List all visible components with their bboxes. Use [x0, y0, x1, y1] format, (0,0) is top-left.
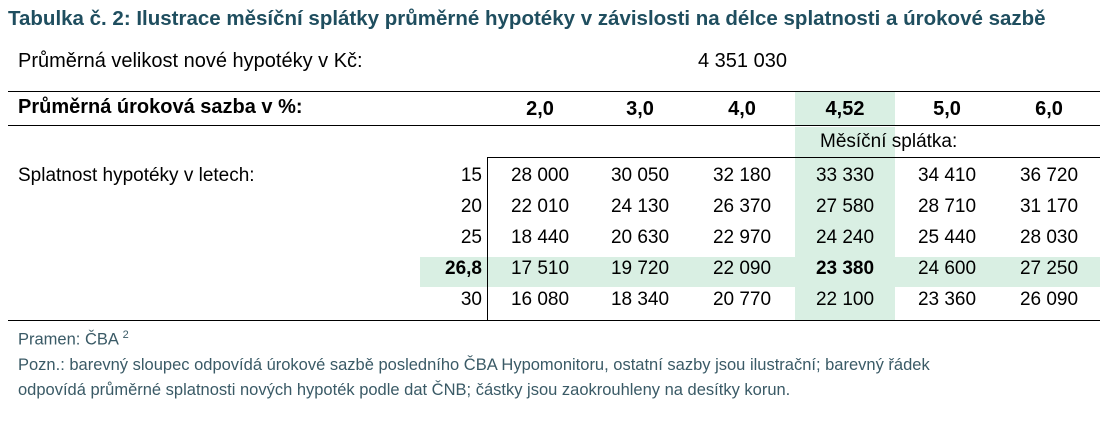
rule-grid-top — [487, 157, 1100, 158]
payment-cell: 20 770 — [712, 289, 772, 310]
rate-cell: 6,0 — [1035, 98, 1063, 120]
term-cell: 26,8 — [445, 258, 482, 279]
rule-bottom — [8, 320, 1100, 321]
payment-cell: 19 720 — [610, 258, 670, 279]
payment-cell: 28 710 — [917, 196, 977, 217]
payment-cell: 23 380 — [815, 258, 875, 279]
payment-cell: 22 010 — [510, 196, 570, 217]
source-text: Pramen: ČBA — [18, 330, 118, 349]
rule-mid — [8, 125, 1100, 126]
payment-cell: 18 440 — [510, 227, 570, 248]
term-label: Splatnost hypotéky v letech: — [18, 165, 255, 186]
payment-cell: 16 080 — [510, 289, 570, 310]
payment-cell: 17 510 — [510, 258, 570, 279]
rate-cell: 4,52 — [825, 98, 865, 120]
term-cell: 20 — [460, 196, 482, 217]
payment-cell: 26 090 — [1019, 289, 1079, 310]
rate-cell: 2,0 — [526, 98, 554, 120]
payment-cell: 26 370 — [712, 196, 772, 217]
rate-cell: 4,0 — [728, 98, 756, 120]
payment-cell: 31 170 — [1019, 196, 1079, 217]
payment-cell: 22 970 — [712, 227, 772, 248]
term-cell: 25 — [460, 227, 482, 248]
source-superscript: 2 — [122, 329, 129, 341]
highlight-rate-cell — [795, 92, 895, 125]
payment-cell: 30 050 — [610, 165, 670, 186]
payment-cell: 27 580 — [815, 196, 875, 217]
highlight-column — [795, 127, 895, 320]
payment-cell: 22 090 — [712, 258, 772, 279]
note-line-2: odpovídá průměrné splatnosti nových hypo… — [18, 381, 791, 399]
highlight-row — [420, 257, 1100, 287]
payment-cell: 34 410 — [917, 165, 977, 186]
note-line-1: Pozn.: barevný sloupec odpovídá úrokové … — [18, 356, 930, 374]
payment-cell: 36 720 — [1019, 165, 1079, 186]
payment-cell: 27 250 — [1019, 258, 1079, 279]
payment-cell: 28 000 — [510, 165, 570, 186]
payment-cell: 22 100 — [815, 289, 875, 310]
source-note: Pramen: ČBA 2 — [18, 329, 129, 350]
payment-cell: 25 440 — [917, 227, 977, 248]
avg-mortgage-value: 4 351 030 — [698, 50, 787, 72]
payment-cell: 24 600 — [917, 258, 977, 279]
avg-mortgage-label: Průměrná velikost nové hypotéky v Kč: — [18, 50, 363, 72]
monthly-payment-header: Měsíční splátka: — [820, 131, 958, 152]
rate-cell: 5,0 — [933, 98, 961, 120]
table-title: Tabulka č. 2: Ilustrace měsíční splátky … — [8, 7, 1046, 30]
rule-grid-left — [487, 157, 488, 320]
rule-top — [8, 91, 1100, 92]
payment-cell: 28 030 — [1019, 227, 1079, 248]
payment-cell: 32 180 — [712, 165, 772, 186]
term-cell: 15 — [460, 165, 482, 186]
avg-rate-label: Průměrná úroková sazba v %: — [18, 96, 303, 118]
payment-cell: 24 130 — [610, 196, 670, 217]
term-cell: 30 — [460, 289, 482, 310]
payment-cell: 33 330 — [815, 165, 875, 186]
rate-cell: 3,0 — [626, 98, 654, 120]
payment-cell: 23 360 — [917, 289, 977, 310]
payment-cell: 24 240 — [815, 227, 875, 248]
payment-cell: 18 340 — [610, 289, 670, 310]
payment-cell: 20 630 — [610, 227, 670, 248]
